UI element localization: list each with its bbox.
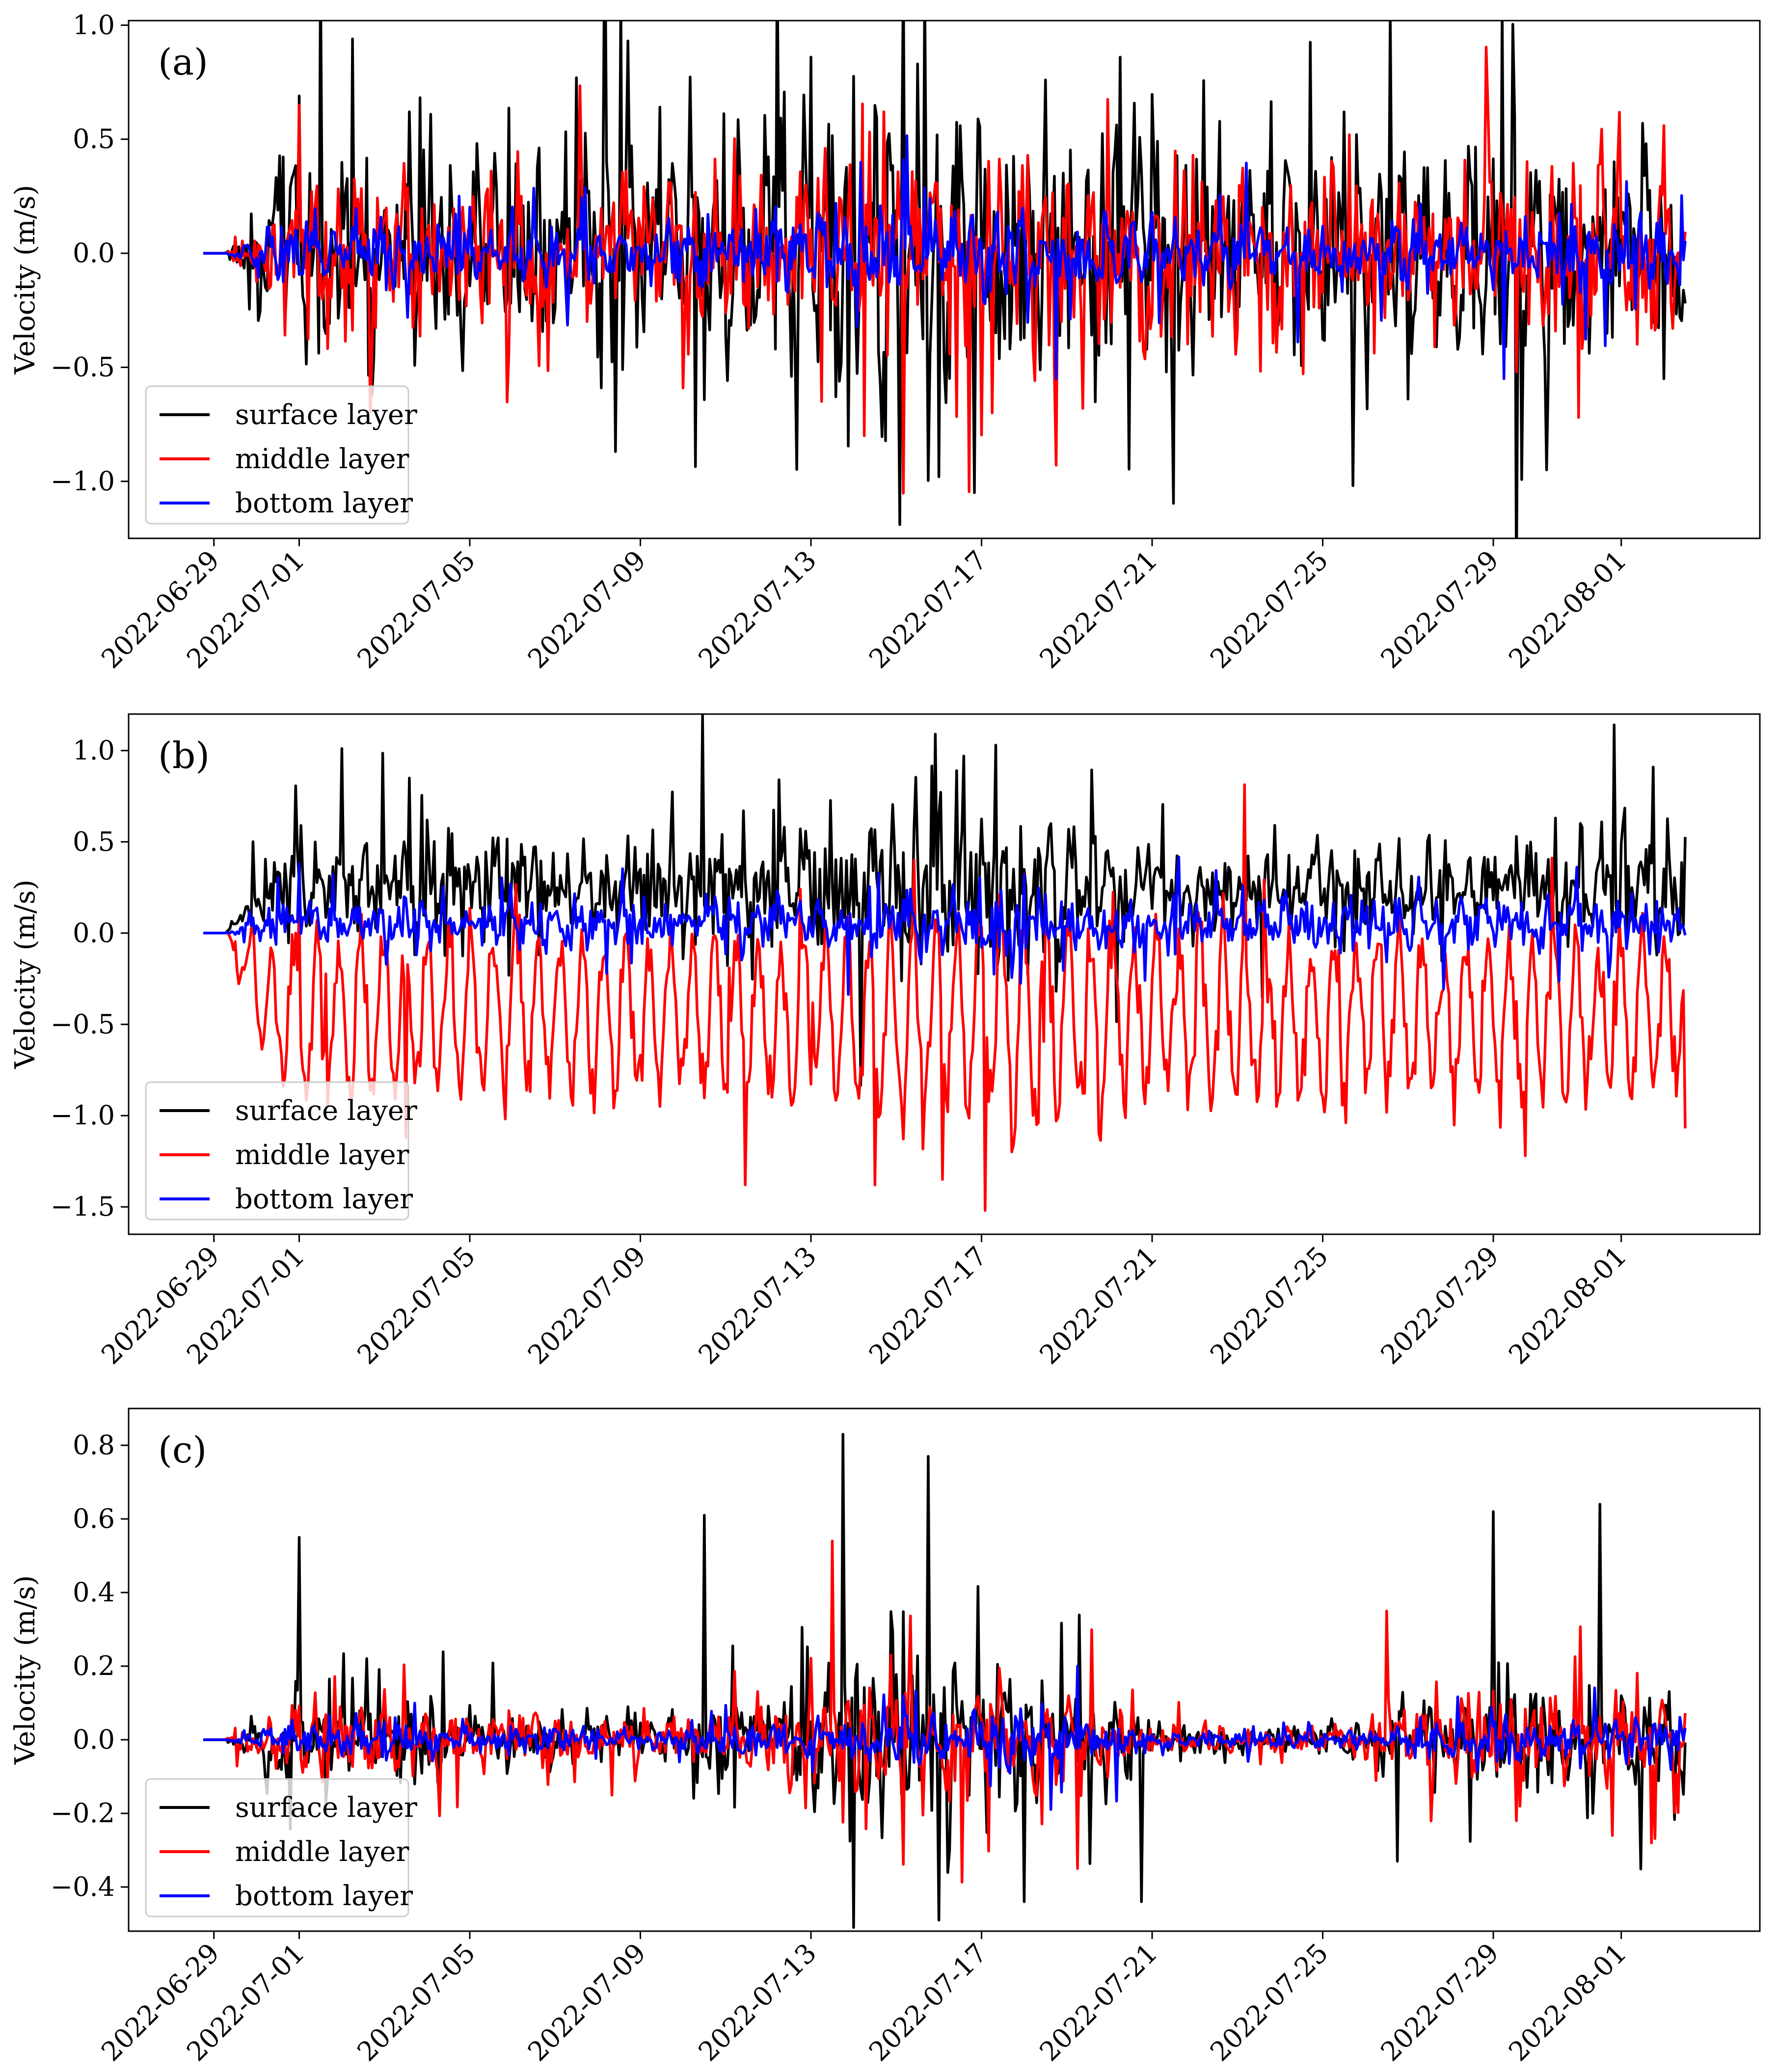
- x-tick-label: 2022-07-09: [522, 1938, 652, 2068]
- legend-label: middle layer: [235, 1836, 409, 1868]
- y-tick-label: 0.6: [73, 1503, 115, 1534]
- panel-label: (c): [158, 1429, 207, 1471]
- x-tick-label: 2022-07-13: [693, 1241, 823, 1371]
- series-line-bottom: [203, 1665, 1687, 1811]
- x-tick-label: 2022-07-13: [693, 545, 823, 675]
- plot-frame: [128, 713, 1761, 1235]
- series-line-middle: [203, 783, 1687, 1212]
- legend-label: middle layer: [235, 1139, 409, 1171]
- series-line-surface: [203, 1433, 1687, 1929]
- panel-3: 0.80.60.40.20.0−0.2−0.42022-06-292022-07…: [9, 1408, 1761, 2068]
- legend-label: bottom layer: [235, 1183, 413, 1215]
- y-tick-label: 1.0: [73, 9, 115, 40]
- y-tick-label: 1.0: [73, 735, 115, 766]
- x-tick-label: 2022-07-29: [1375, 1938, 1505, 2068]
- legend-label: bottom layer: [235, 1880, 413, 1912]
- y-axis-label: Velocity (m/s): [9, 879, 41, 1069]
- x-tick-label: 2022-07-21: [1034, 1938, 1164, 2068]
- x-tick-label: 2022-07-05: [351, 545, 481, 675]
- y-tick-label: 0.0: [73, 917, 115, 948]
- series-line-bottom: [203, 855, 1687, 996]
- y-axis-label: Velocity (m/s): [9, 185, 41, 375]
- legend-box: [145, 385, 409, 525]
- x-tick-label: 2022-08-01: [1503, 545, 1633, 675]
- legend: surface layer middle layer bottom layer: [145, 1081, 417, 1221]
- legend-label: surface layer: [235, 1792, 417, 1824]
- x-tick-label: 2022-07-25: [1204, 545, 1334, 675]
- legend-box: [145, 1081, 409, 1221]
- x-tick-label: 2022-08-01: [1503, 1938, 1633, 2068]
- x-tick-label: 2022-07-09: [522, 1241, 652, 1371]
- x-tick-label: 2022-07-25: [1204, 1938, 1334, 2068]
- y-tick-label: 0.2: [73, 1650, 115, 1681]
- x-tick-label: 2022-07-05: [351, 1241, 481, 1371]
- panel-label: (a): [158, 41, 208, 83]
- legend-label: surface layer: [235, 399, 417, 431]
- y-tick-label: −0.5: [51, 351, 115, 382]
- x-tick-label: 2022-07-13: [693, 1938, 823, 2068]
- series-line-middle: [203, 46, 1687, 495]
- y-tick-label: 0.5: [73, 124, 115, 155]
- x-tick-label: 2022-07-09: [522, 545, 652, 675]
- y-tick-label: −0.4: [51, 1871, 115, 1902]
- legend: surface layer middle layer bottom layer: [145, 385, 417, 525]
- y-tick-label: −1.0: [51, 466, 115, 497]
- y-tick-label: 0.0: [73, 1724, 115, 1755]
- y-axis-label: Velocity (m/s): [9, 1575, 41, 1765]
- x-tick-label: 2022-07-21: [1034, 1241, 1164, 1371]
- plot-frame: [128, 20, 1761, 539]
- x-tick-label: 2022-07-05: [351, 1938, 481, 2068]
- y-tick-label: 0.4: [73, 1577, 115, 1608]
- panel-2: 1.00.50.0−0.5−1.0−1.52022-06-292022-07-0…: [9, 713, 1761, 1371]
- x-tick-label: 2022-07-17: [863, 545, 993, 675]
- legend-box: [145, 1778, 409, 1917]
- x-tick-label: 2022-07-29: [1375, 1241, 1505, 1371]
- plot-frame: [128, 1408, 1761, 1932]
- series-line-surface: [203, 714, 1687, 1087]
- y-tick-label: 0.0: [73, 238, 115, 268]
- y-tick-label: −1.0: [51, 1100, 115, 1131]
- y-tick-label: 0.8: [73, 1430, 115, 1461]
- y-tick-label: −0.5: [51, 1009, 115, 1039]
- x-tick-label: 2022-07-17: [863, 1241, 993, 1371]
- legend-label: bottom layer: [235, 487, 413, 519]
- x-tick-label: 2022-07-17: [863, 1938, 993, 2068]
- y-tick-label: −0.2: [51, 1798, 115, 1829]
- panel-label: (b): [158, 735, 210, 777]
- legend-label: surface layer: [235, 1095, 417, 1127]
- x-tick-label: 2022-07-29: [1375, 545, 1505, 675]
- series-line-bottom: [203, 134, 1687, 380]
- x-tick-label: 2022-08-01: [1503, 1241, 1633, 1371]
- x-tick-label: 2022-07-25: [1204, 1241, 1334, 1371]
- y-tick-label: −1.5: [51, 1191, 115, 1222]
- legend: surface layer middle layer bottom layer: [145, 1778, 417, 1917]
- legend-label: middle layer: [235, 443, 409, 475]
- y-tick-label: 0.5: [73, 826, 115, 857]
- series-line-surface: [203, 21, 1687, 538]
- x-tick-label: 2022-07-21: [1034, 545, 1164, 675]
